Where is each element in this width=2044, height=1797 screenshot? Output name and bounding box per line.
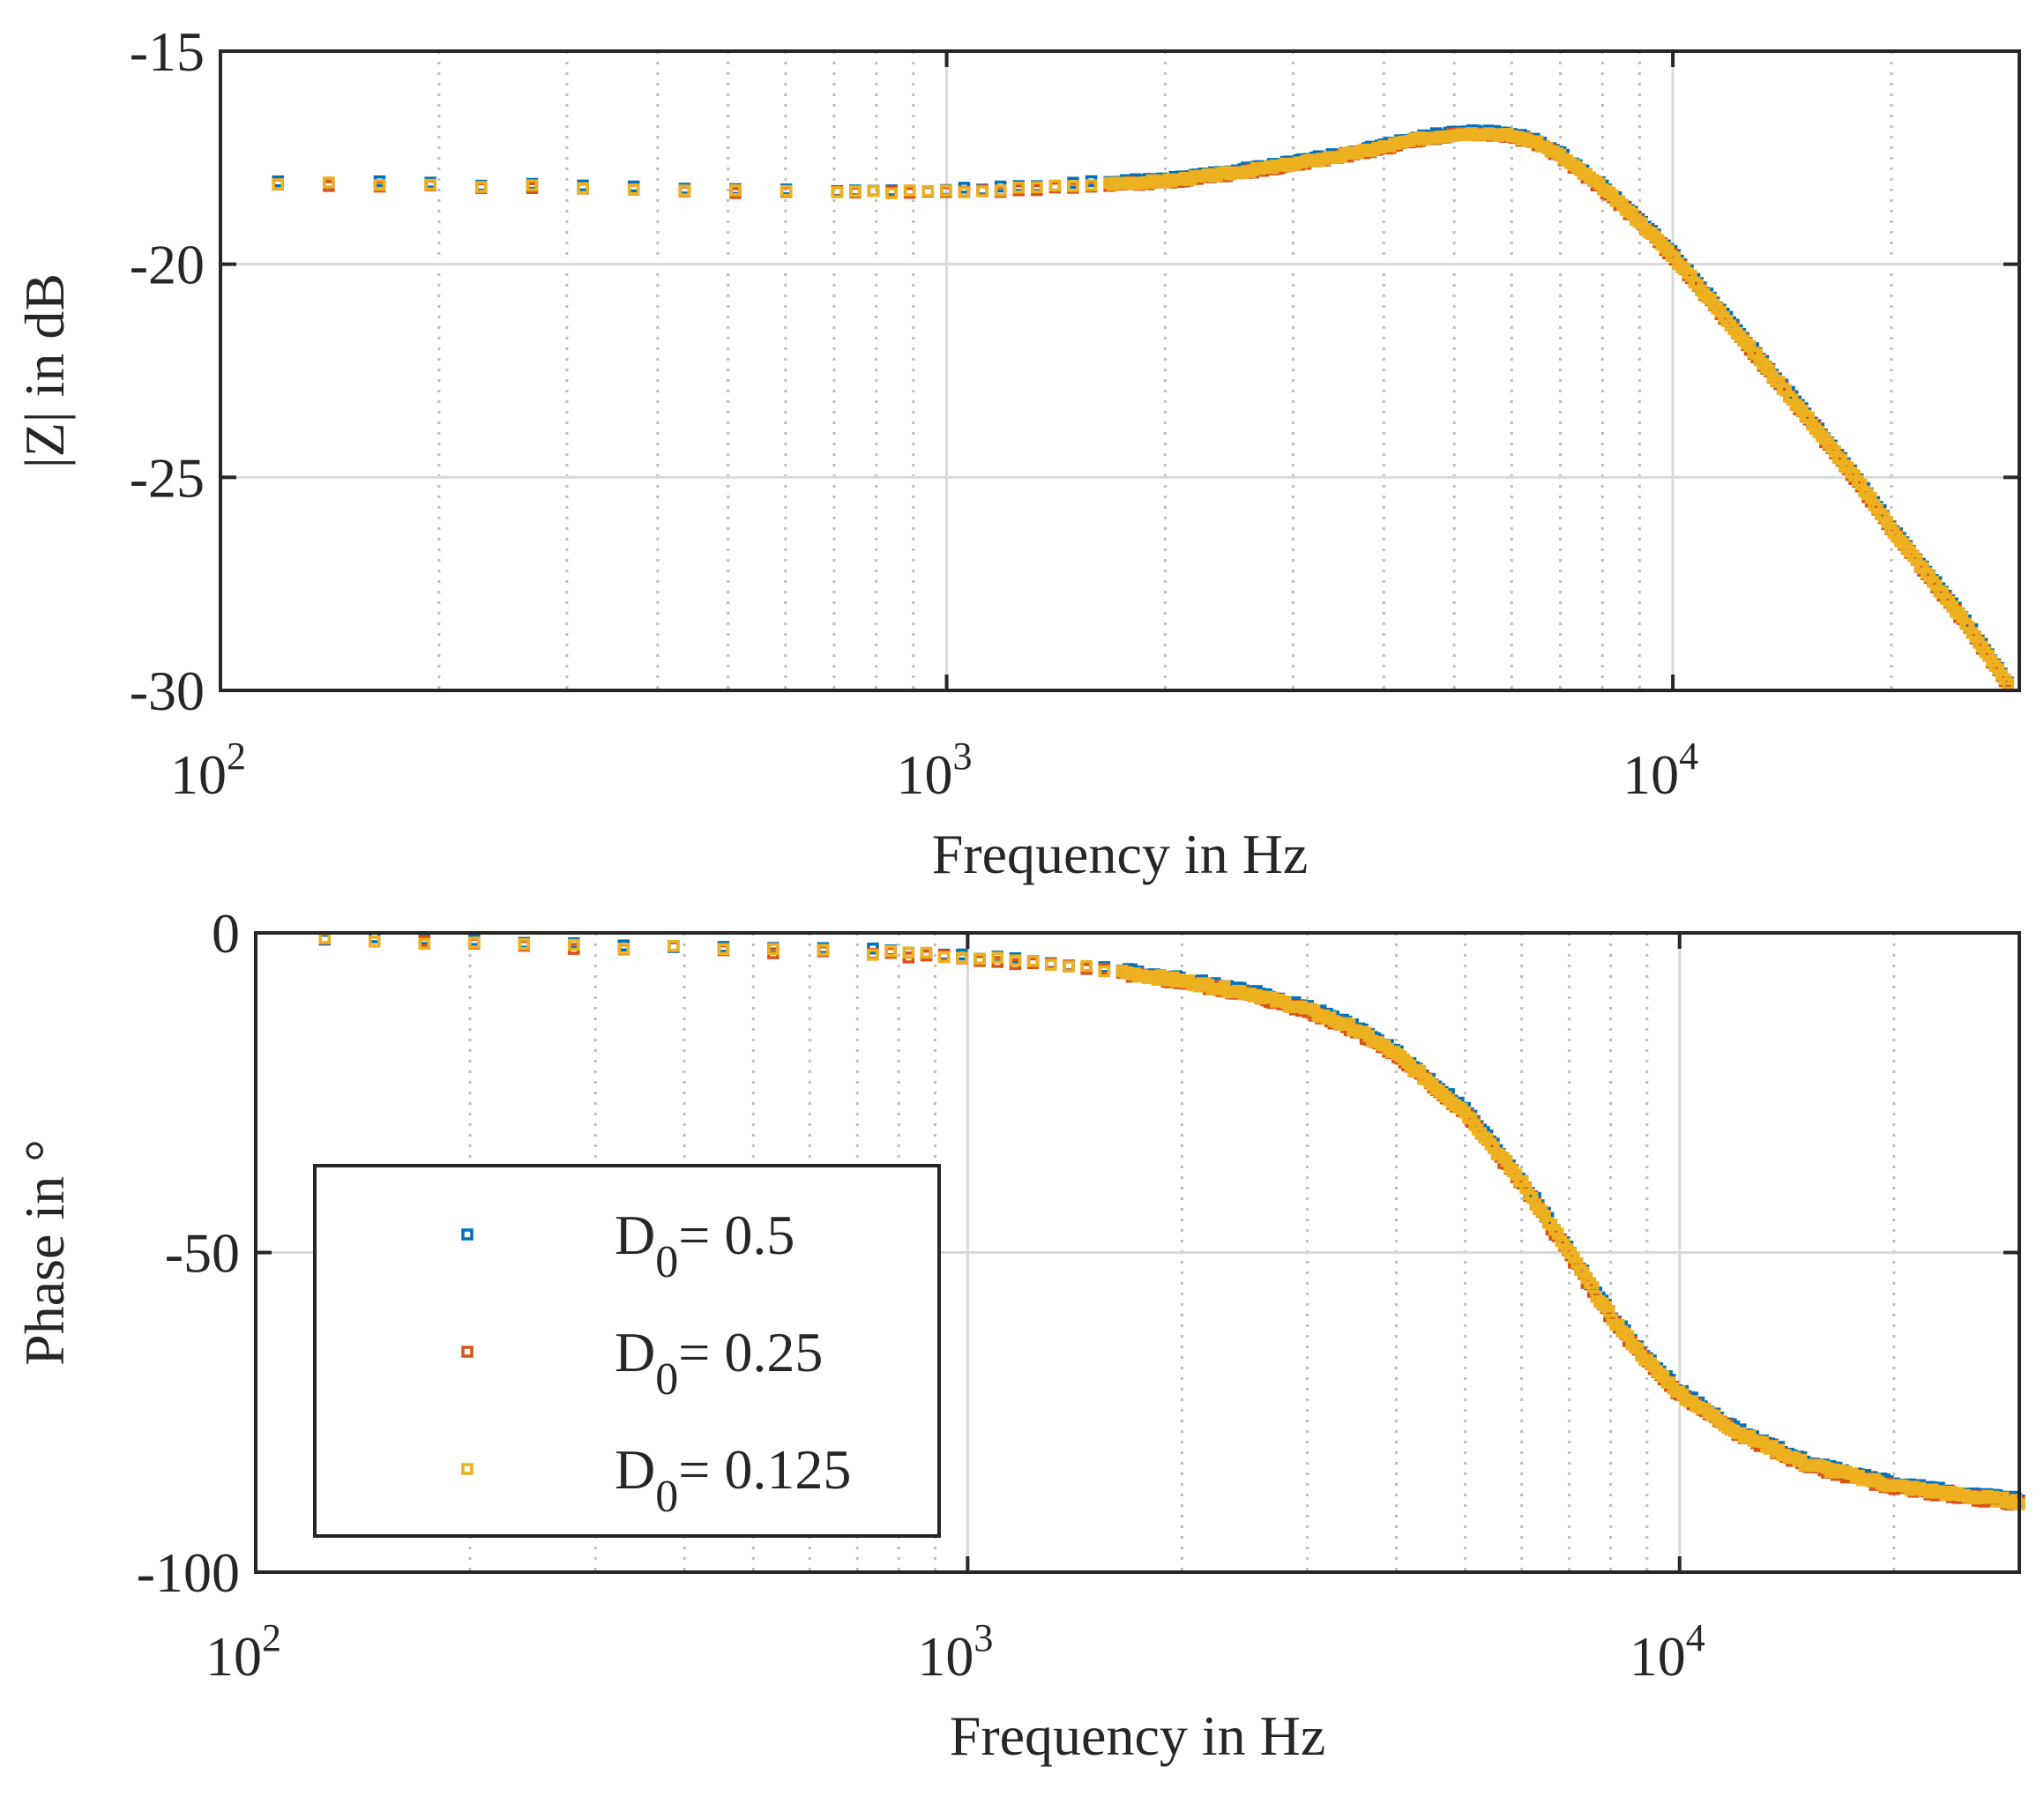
data-point <box>867 184 880 198</box>
legend-entry-2: D0= 0.25 <box>461 1321 823 1405</box>
y-tick-label: -100 <box>137 1541 240 1604</box>
data-point <box>678 184 691 197</box>
series-1 <box>272 124 2015 689</box>
magnitude-data-points <box>272 124 2015 691</box>
data-point <box>475 181 488 193</box>
phase-data-points <box>318 931 2025 1511</box>
series-3 <box>318 932 2025 1510</box>
data-point <box>921 184 935 198</box>
magnitude-y-axis-label: |Z| in dB <box>13 273 76 468</box>
x-tick-label: 102 <box>170 734 246 806</box>
data-point <box>831 186 844 198</box>
x-tick-label: 103 <box>917 1616 993 1688</box>
x-tick-label: 102 <box>205 1616 281 1688</box>
data-point <box>468 936 481 949</box>
data-point <box>272 178 284 190</box>
data-point <box>1009 954 1022 966</box>
magnitude-grid <box>219 49 2019 692</box>
data-point <box>1067 180 1079 192</box>
data-point <box>318 932 331 944</box>
data-point <box>867 949 879 961</box>
data-point <box>518 938 531 951</box>
data-point <box>577 182 589 195</box>
data-point <box>920 946 933 959</box>
y-tick-label: -15 <box>130 20 205 83</box>
legend-marker <box>461 1346 474 1358</box>
x-tick-label: 104 <box>1623 734 1698 806</box>
data-point <box>994 184 1007 197</box>
data-point <box>373 179 386 191</box>
data-point <box>976 185 988 198</box>
data-point <box>526 179 539 191</box>
phase-x-axis-label: Frequency in Hz <box>950 1704 1326 1767</box>
data-point <box>418 937 431 951</box>
data-point <box>1012 182 1025 194</box>
legend-box <box>313 1164 941 1538</box>
data-point <box>617 943 630 955</box>
data-point <box>956 951 968 965</box>
data-point <box>937 951 951 964</box>
magnitude-axes-box <box>219 49 2021 692</box>
data-point <box>668 940 680 952</box>
phase-x-ticks: 102 103 104 <box>205 933 1705 1688</box>
data-point <box>903 184 916 197</box>
y-tick-label: -50 <box>165 1222 240 1285</box>
legend: D0= 0.5 D0= 0.25 D0= 0.125 <box>313 1164 941 1538</box>
magnitude-x-ticks: 102 103 104 <box>170 51 1698 806</box>
data-point <box>974 952 986 966</box>
legend-entry-1: D0= 0.5 <box>461 1204 794 1287</box>
series-3 <box>272 127 2015 690</box>
phase-plot: -100 -50 0 102 103 104 Frequency in Hz Phase… <box>13 902 2025 1767</box>
legend-label: D0= 0.5 <box>615 1204 794 1287</box>
data-point <box>1026 955 1040 967</box>
legend-entry-3: D0= 0.125 <box>461 1438 851 1522</box>
data-point <box>1031 181 1043 194</box>
data-point <box>369 935 381 948</box>
data-point <box>424 178 436 191</box>
data-point <box>1080 959 1093 973</box>
data-point <box>884 944 897 958</box>
x-tick-label: 104 <box>1630 1616 1705 1688</box>
data-point <box>729 184 742 197</box>
legend-marker <box>461 1228 474 1241</box>
legend-marker <box>461 1463 474 1475</box>
x-tick-label: 103 <box>897 734 973 806</box>
data-point <box>1098 965 1111 978</box>
data-point <box>2002 677 2015 690</box>
data-point <box>767 943 780 955</box>
data-point <box>717 943 730 956</box>
data-point <box>780 184 793 198</box>
legend-label: D0= 0.25 <box>615 1321 823 1405</box>
data-point <box>1045 958 1057 971</box>
magnitude-plot: -30 -25 -20 -15 102 103 104 Frequency in Hz |… <box>13 20 2021 885</box>
data-point <box>627 183 640 196</box>
magnitude-y-ticks: -30 -25 -20 -15 <box>130 20 2019 722</box>
data-point <box>817 943 830 957</box>
y-tick-label: -30 <box>130 660 205 722</box>
data-point <box>849 185 862 198</box>
magnitude-x-axis-label: Frequency in Hz <box>932 823 1309 885</box>
data-point <box>958 186 971 198</box>
phase-y-ticks: -100 -50 0 <box>137 902 2019 1604</box>
y-tick-label: 0 <box>212 902 240 965</box>
y-tick-label: -25 <box>130 446 205 509</box>
series-2 <box>272 127 2015 691</box>
phase-y-axis-label: Phase in ° <box>13 1139 76 1366</box>
data-point <box>991 951 1003 964</box>
data-point <box>1063 960 1075 973</box>
data-point <box>1048 179 1062 192</box>
y-tick-label: -20 <box>130 234 205 296</box>
data-point <box>940 184 952 197</box>
data-point <box>1085 179 1098 191</box>
data-point <box>323 176 335 189</box>
legend-label: D0= 0.125 <box>615 1438 851 1522</box>
data-point <box>885 187 898 200</box>
data-point <box>902 946 915 959</box>
data-point <box>568 938 580 951</box>
